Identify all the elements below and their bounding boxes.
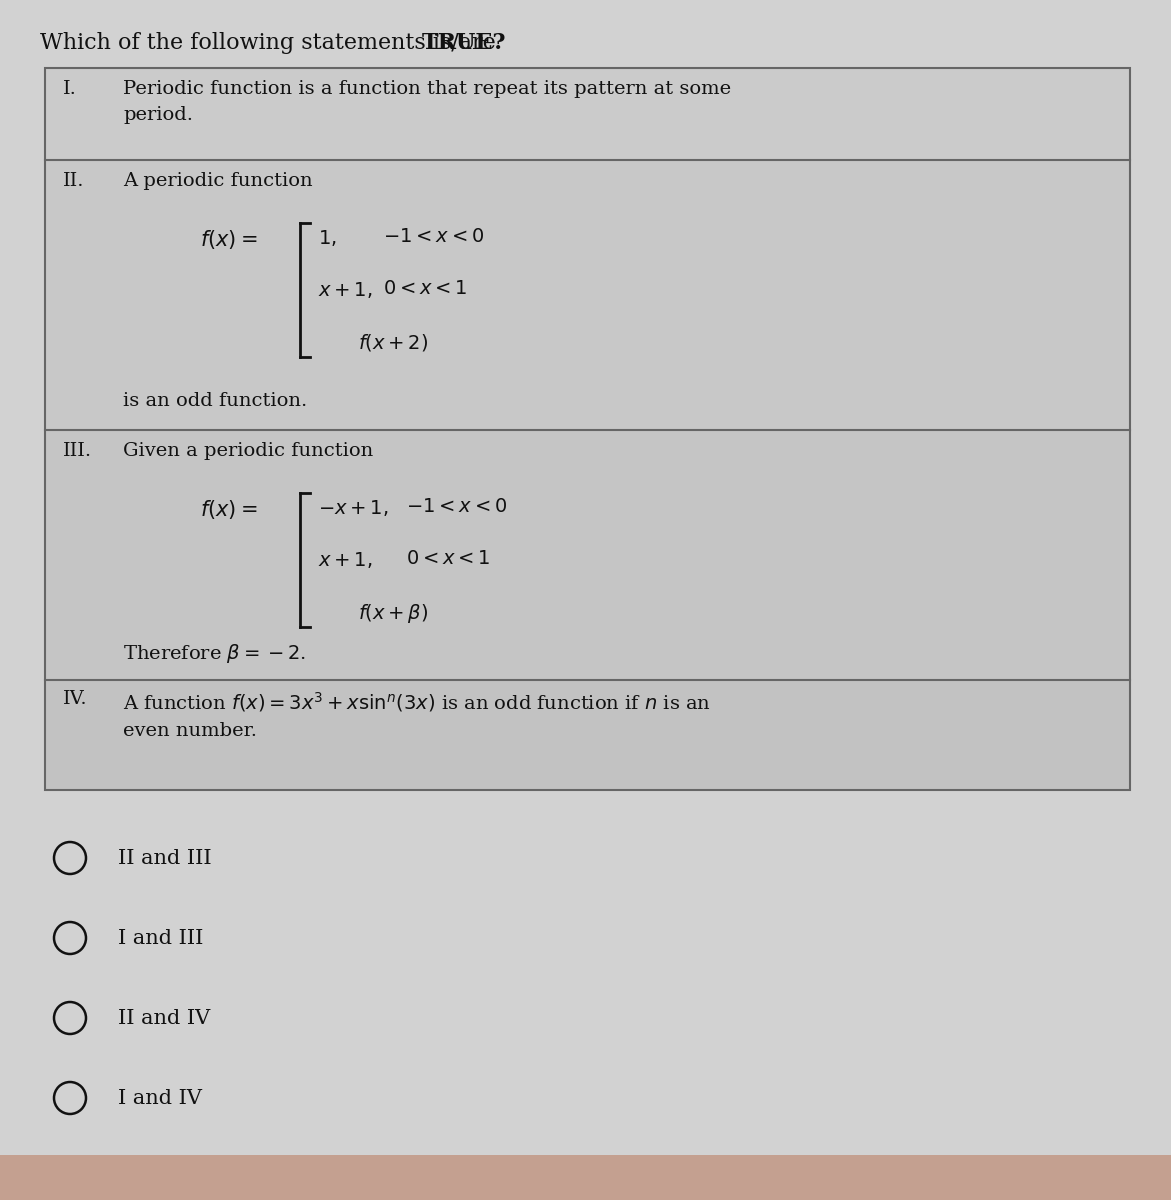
Text: $x+1,$: $x+1,$	[319, 280, 372, 300]
Text: II.: II.	[63, 172, 84, 190]
Text: $-1<x<0$: $-1<x<0$	[406, 498, 507, 516]
Text: $-x+1,$: $-x+1,$	[319, 498, 389, 518]
Text: Which of the following statements is/are: Which of the following statements is/are	[40, 32, 502, 54]
Bar	[44, 68, 1130, 790]
Text: Therefore $\beta=-2$.: Therefore $\beta=-2$.	[123, 642, 306, 665]
Text: I and III: I and III	[118, 929, 204, 948]
Text: Periodic function is a function that repeat its pattern at some
period.: Periodic function is a function that rep…	[123, 80, 731, 125]
Text: A periodic function: A periodic function	[123, 172, 313, 190]
Text: Given a periodic function: Given a periodic function	[123, 442, 374, 460]
Bar	[44, 680, 1130, 790]
Text: TRUE?: TRUE?	[422, 32, 507, 54]
Text: II and IV: II and IV	[118, 1008, 211, 1027]
Bar	[44, 160, 1130, 430]
Text: IV.: IV.	[63, 690, 88, 708]
Text: $0<x<1$: $0<x<1$	[406, 550, 491, 568]
Text: I and IV: I and IV	[118, 1088, 203, 1108]
Text: is an odd function.: is an odd function.	[123, 392, 307, 410]
Text: $0<x<1$: $0<x<1$	[383, 280, 467, 298]
Text: $f(x)=$: $f(x)=$	[200, 228, 258, 251]
Text: $x+1,$: $x+1,$	[319, 550, 372, 570]
Text: II and III: II and III	[118, 848, 212, 868]
Bar	[44, 68, 1130, 160]
Text: I.: I.	[63, 80, 77, 98]
Bar	[44, 430, 1130, 680]
Text: A function $f(x)=3x^3+x\sin^n\!\left(3x\right)$ is an odd function if $n$ is an
: A function $f(x)=3x^3+x\sin^n\!\left(3x\…	[123, 690, 711, 740]
Text: $1,$: $1,$	[319, 228, 336, 248]
Text: $f(x)=$: $f(x)=$	[200, 498, 258, 521]
Text: $f(x+2)$: $f(x+2)$	[358, 332, 429, 353]
Bar	[0, 1154, 1171, 1200]
Text: $-1<x<0$: $-1<x<0$	[383, 228, 484, 246]
Text: III.: III.	[63, 442, 93, 460]
Text: $f(x+\beta)$: $f(x+\beta)$	[358, 602, 429, 625]
